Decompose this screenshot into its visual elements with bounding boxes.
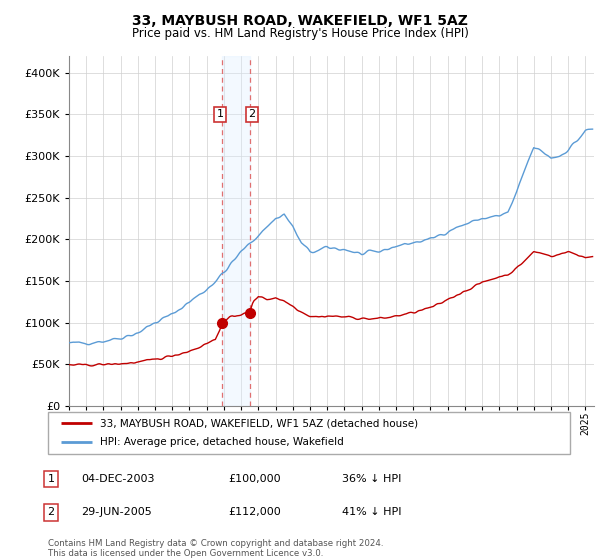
Text: £100,000: £100,000 [228, 474, 281, 484]
Bar [223, 56, 250, 406]
Text: Price paid vs. HM Land Registry's House Price Index (HPI): Price paid vs. HM Land Registry's House … [131, 27, 469, 40]
Text: 41% ↓ HPI: 41% ↓ HPI [342, 507, 401, 517]
Text: 04-DEC-2003: 04-DEC-2003 [81, 474, 155, 484]
Text: 1: 1 [217, 109, 224, 119]
Text: 1: 1 [47, 474, 55, 484]
Text: 36% ↓ HPI: 36% ↓ HPI [342, 474, 401, 484]
Text: Contains HM Land Registry data © Crown copyright and database right 2024.
This d: Contains HM Land Registry data © Crown c… [48, 539, 383, 558]
Text: 33, MAYBUSH ROAD, WAKEFIELD, WF1 5AZ (detached house): 33, MAYBUSH ROAD, WAKEFIELD, WF1 5AZ (de… [100, 418, 418, 428]
Text: 29-JUN-2005: 29-JUN-2005 [81, 507, 152, 517]
Text: 2: 2 [47, 507, 55, 517]
Text: HPI: Average price, detached house, Wakefield: HPI: Average price, detached house, Wake… [100, 437, 344, 447]
Text: 2: 2 [248, 109, 256, 119]
Text: 33, MAYBUSH ROAD, WAKEFIELD, WF1 5AZ: 33, MAYBUSH ROAD, WAKEFIELD, WF1 5AZ [132, 14, 468, 28]
Text: £112,000: £112,000 [228, 507, 281, 517]
